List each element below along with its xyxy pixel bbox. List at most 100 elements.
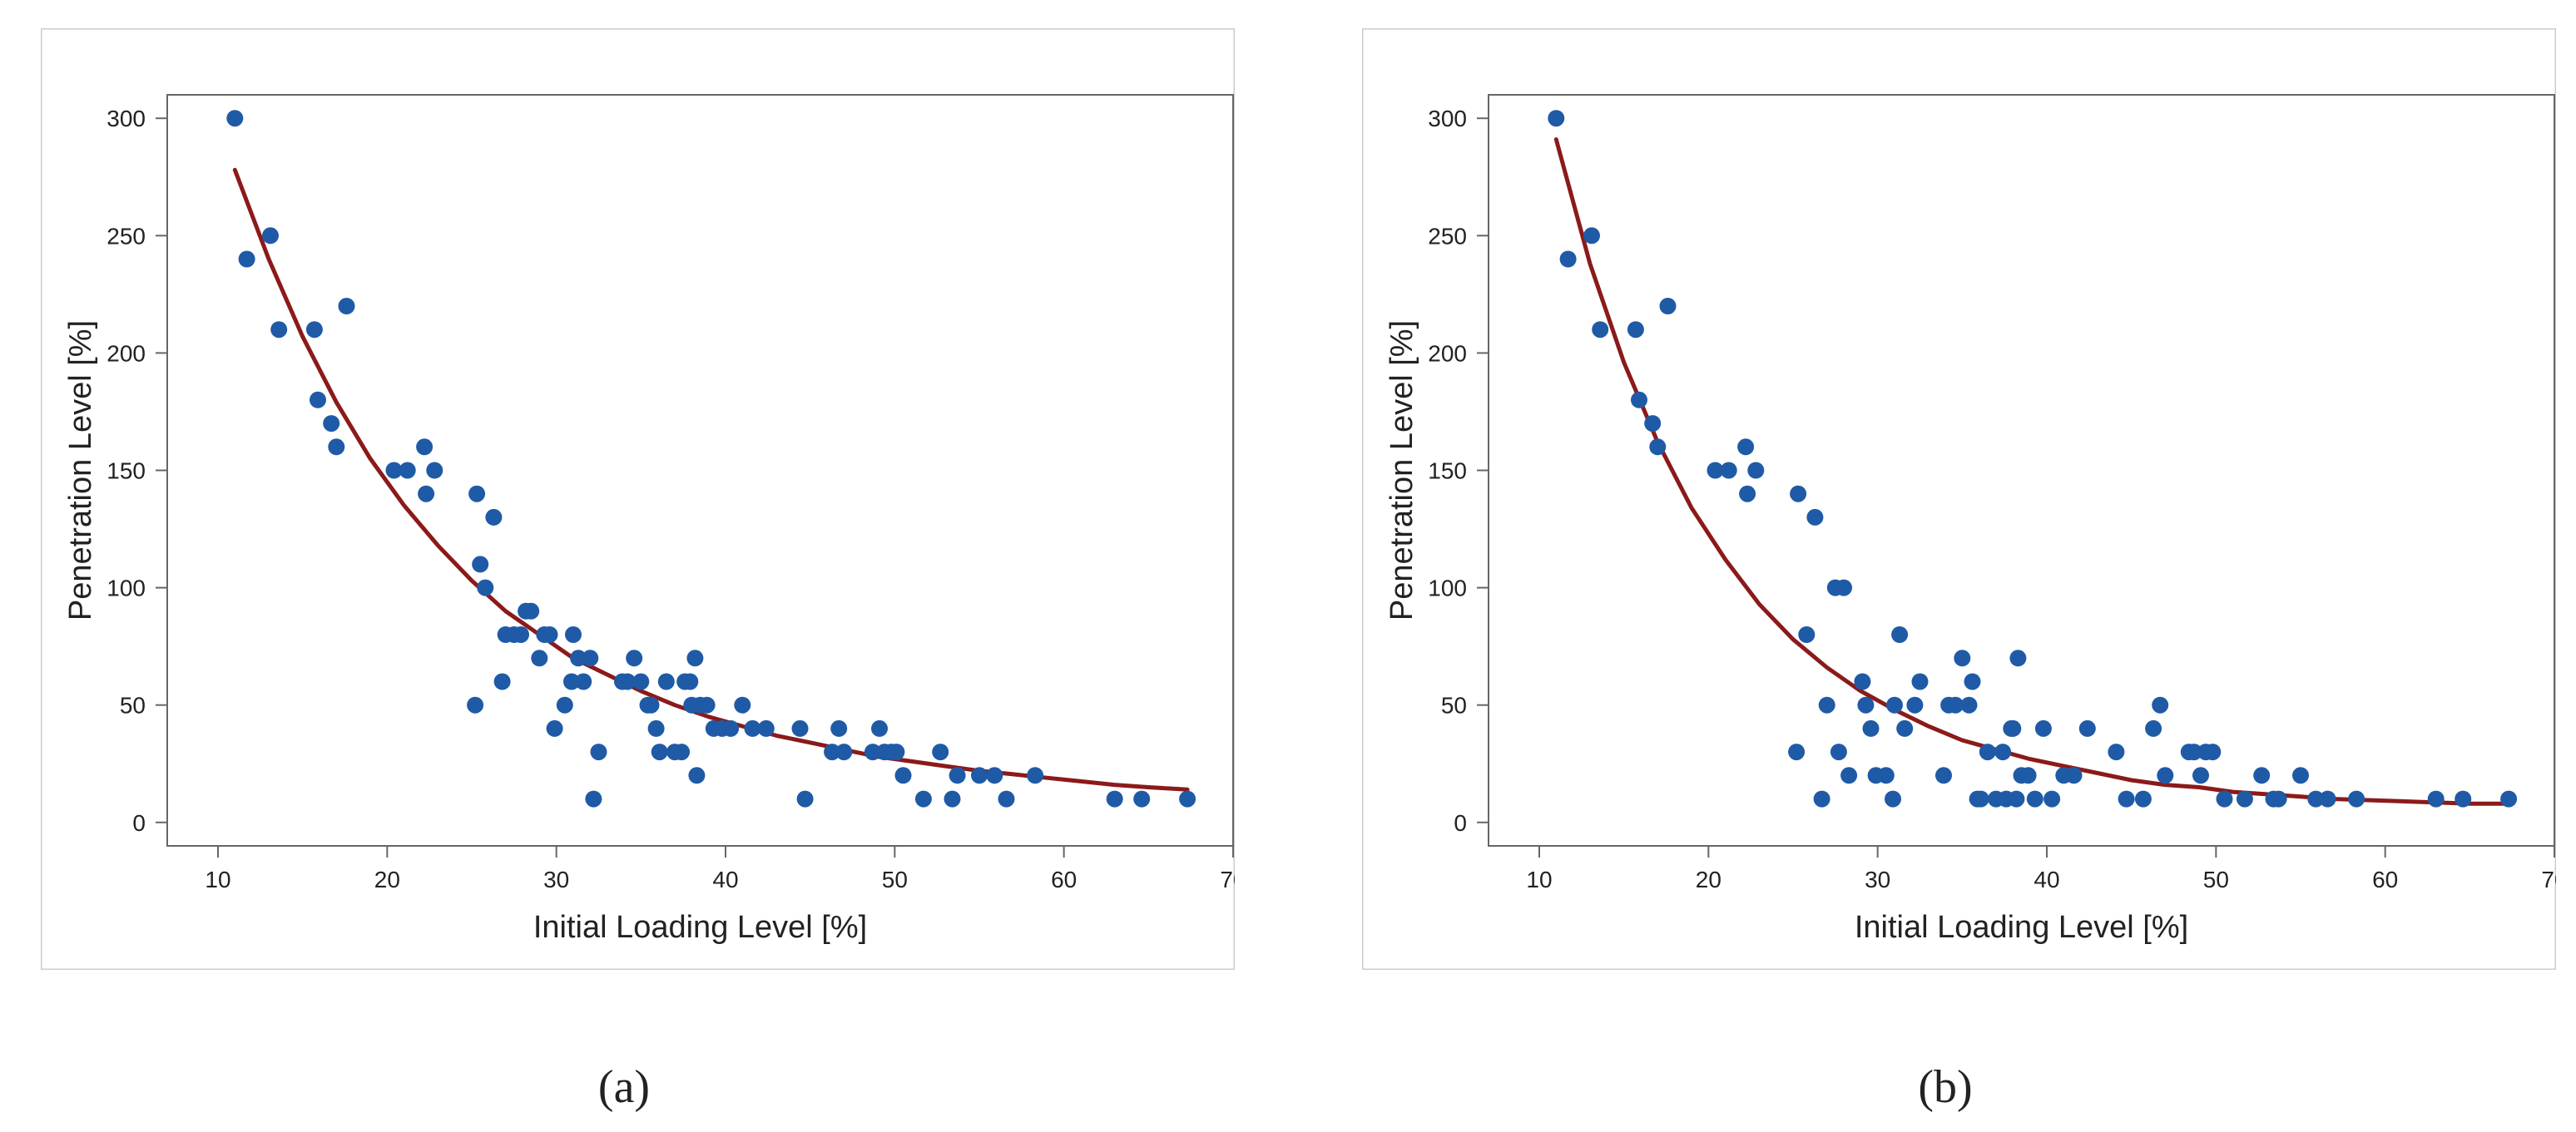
- data-point: [1972, 790, 1989, 808]
- data-point: [531, 650, 548, 667]
- caption-b: (b): [1918, 1061, 1973, 1113]
- data-point: [468, 485, 486, 502]
- data-point: [1886, 696, 1903, 714]
- data-point: [1857, 696, 1875, 714]
- data-point: [1720, 462, 1737, 479]
- data-point: [686, 650, 704, 667]
- data-point: [642, 696, 660, 714]
- y-tick-label: 50: [120, 693, 146, 719]
- data-point: [2236, 790, 2253, 808]
- chart-panel-a: 10 20 30 40 50 60 70 0 50 100 150 200 250 300 Initial …: [40, 27, 1246, 974]
- data-point: [2185, 744, 2202, 761]
- data-point: [791, 719, 809, 737]
- y-tick-label: 150: [1428, 458, 1467, 484]
- data-point: [2065, 767, 2083, 784]
- data-point: [1896, 719, 1914, 737]
- data-point: [2270, 790, 2287, 808]
- x-tick-label: 20: [374, 867, 400, 892]
- data-point: [1644, 415, 1662, 433]
- data-point: [1911, 673, 1929, 690]
- data-point: [385, 462, 403, 479]
- data-point: [673, 744, 691, 761]
- data-point: [1877, 767, 1895, 784]
- data-point: [467, 696, 484, 714]
- y-tick-label: 50: [1441, 693, 1467, 719]
- scatter-chart-b: 10 20 30 40 50 60 70 0 50 100 150 200 250 300 Initial …: [1361, 27, 2568, 971]
- chart-frame: [40, 27, 1236, 971]
- x-axis-label: Initial Loading Level [%]: [533, 910, 867, 945]
- data-point: [757, 719, 775, 737]
- data-point: [1739, 485, 1756, 502]
- data-point: [582, 650, 599, 667]
- data-point: [2157, 767, 2174, 784]
- y-tick-label: 250: [1428, 223, 1467, 249]
- data-point: [262, 227, 279, 245]
- data-point: [513, 626, 529, 643]
- fitted-curve: [1553, 137, 2511, 806]
- data-point: [1862, 719, 1880, 737]
- data-point: [426, 462, 443, 479]
- x-tick-label: 50: [2203, 867, 2229, 892]
- data-point: [632, 673, 650, 690]
- data-point: [681, 673, 699, 690]
- data-point: [2307, 790, 2325, 808]
- data-point: [1788, 744, 1806, 761]
- x-tick-label: 60: [2372, 867, 2398, 892]
- data-point: [1627, 321, 1644, 339]
- data-point: [1906, 696, 1924, 714]
- data-point: [2009, 650, 2027, 667]
- data-point: [986, 767, 1003, 784]
- data-point: [2204, 744, 2222, 761]
- data-point: [2216, 790, 2233, 808]
- data-point: [541, 626, 558, 643]
- data-point: [1947, 696, 1964, 714]
- data-point: [546, 719, 563, 737]
- data-point: [2455, 790, 2472, 808]
- data-point: [657, 673, 675, 690]
- data-point: [270, 321, 288, 339]
- data-point: [238, 250, 255, 268]
- y-axis-label: Penetration Level [%]: [63, 320, 98, 620]
- data-point: [565, 626, 582, 643]
- data-point: [647, 719, 665, 737]
- data-point: [698, 696, 716, 714]
- data-point: [1747, 462, 1765, 479]
- data-point: [835, 744, 853, 761]
- fitted-curve: [232, 167, 1190, 792]
- data-point: [575, 673, 592, 690]
- data-point: [570, 650, 587, 667]
- data-point: [1559, 250, 1577, 268]
- data-point: [2145, 719, 2162, 737]
- data-point: [1737, 438, 1755, 456]
- data-point: [1133, 790, 1151, 808]
- data-point: [416, 438, 433, 456]
- data-point: [1994, 744, 2012, 761]
- x-tick-label: 20: [1696, 867, 1721, 892]
- data-point: [1179, 790, 1196, 808]
- y-axis-label: Penetration Level [%]: [1385, 320, 1419, 620]
- chart-panel-b: 10 20 30 40 50 60 70 0 50 100 150 200 250 300 Initial …: [1361, 27, 2568, 974]
- data-point: [1960, 696, 1978, 714]
- data-point: [1954, 650, 1971, 667]
- x-tick-label: 30: [543, 867, 569, 892]
- data-point: [2034, 719, 2052, 737]
- data-point: [1935, 767, 1952, 784]
- x-tick-label: 30: [1865, 867, 1890, 892]
- x-tick-label: 50: [882, 867, 908, 892]
- y-tick-label: 300: [1428, 106, 1467, 131]
- data-point: [864, 744, 881, 761]
- data-point: [493, 673, 511, 690]
- x-tick-label: 10: [1526, 867, 1552, 892]
- data-point: [998, 790, 1015, 808]
- data-point: [722, 719, 740, 737]
- data-point: [556, 696, 573, 714]
- data-point: [1835, 579, 1852, 596]
- data-point: [1818, 696, 1835, 714]
- data-point: [338, 298, 355, 314]
- data-point: [971, 767, 988, 784]
- chart-frame: [1361, 27, 2557, 971]
- data-point: [2192, 767, 2209, 784]
- data-point: [2004, 719, 2022, 737]
- y-tick-label: 100: [107, 576, 146, 601]
- data-point: [949, 767, 966, 784]
